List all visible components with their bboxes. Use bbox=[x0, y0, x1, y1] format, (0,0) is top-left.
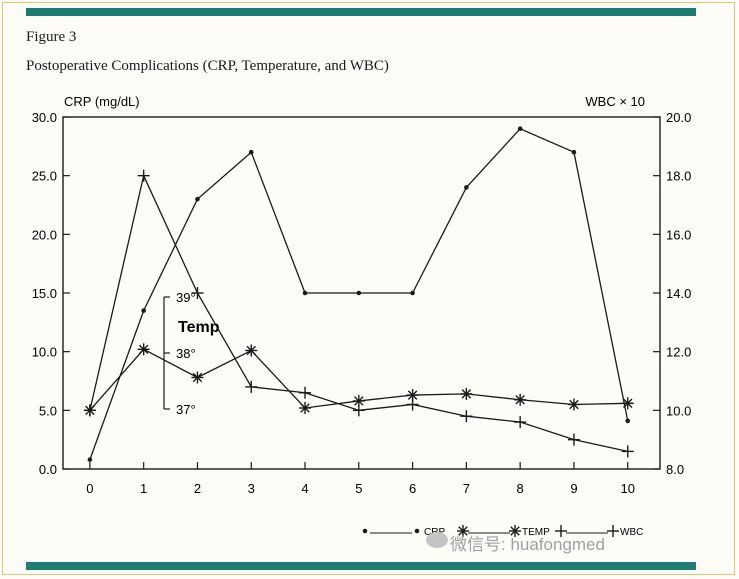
temp-point bbox=[460, 387, 473, 400]
y-tick-label: 20.0 bbox=[32, 227, 57, 242]
x-tick-label: 1 bbox=[140, 481, 147, 496]
temp-point bbox=[137, 343, 150, 356]
asterisk-arm bbox=[461, 389, 472, 399]
temp-point bbox=[191, 371, 204, 384]
legend-temp-label: TEMP bbox=[522, 527, 550, 538]
wbc-point bbox=[621, 445, 634, 458]
figure-title: Postoperative Complications (CRP, Temper… bbox=[26, 58, 389, 74]
x-tick-label: 0 bbox=[86, 481, 93, 496]
legend-wbc-marker-a bbox=[555, 525, 567, 537]
y2-axis-label: WBC × 10 bbox=[585, 94, 645, 109]
temp-axis-label: Temp bbox=[178, 319, 220, 336]
temp-tick-label: 38° bbox=[176, 346, 196, 361]
y-tick-label: 10.0 bbox=[32, 345, 57, 360]
asterisk-arm bbox=[354, 396, 364, 406]
legend-wbc-label: WBC bbox=[620, 527, 643, 538]
crp-point bbox=[625, 418, 631, 424]
y2-tick-label: 14.0 bbox=[666, 286, 691, 301]
crp-point bbox=[571, 149, 577, 155]
legend-wbc-marker-b bbox=[607, 525, 619, 537]
asterisk-arm bbox=[407, 390, 418, 400]
temp-point bbox=[352, 394, 365, 407]
wbc-point bbox=[191, 287, 204, 299]
crp-point bbox=[356, 290, 362, 296]
x-tick-label: 4 bbox=[301, 481, 308, 496]
legend-crp-marker-b bbox=[414, 528, 420, 534]
asterisk-arm bbox=[138, 344, 149, 355]
asterisk-arm bbox=[569, 399, 579, 410]
crp-point bbox=[464, 185, 469, 190]
series-wbc bbox=[83, 169, 634, 458]
y2-tick-label: 18.0 bbox=[666, 169, 691, 184]
crp-point bbox=[410, 290, 415, 296]
temp-point bbox=[514, 393, 527, 406]
x-tick-label: 3 bbox=[248, 481, 255, 496]
x-tick-label: 6 bbox=[409, 481, 416, 496]
crp-point bbox=[141, 308, 146, 313]
asterisk-arm bbox=[458, 526, 468, 536]
temp-point bbox=[567, 398, 580, 411]
temp-point bbox=[621, 397, 634, 410]
temp-point bbox=[299, 401, 312, 414]
x-tick-label: 8 bbox=[517, 481, 524, 496]
x-tick-label: 9 bbox=[570, 481, 577, 496]
temp-tick-label: 39° bbox=[176, 290, 196, 305]
asterisk-arm bbox=[192, 372, 203, 383]
y2-tick-label: 8.0 bbox=[666, 462, 684, 477]
wechat-icon bbox=[426, 532, 448, 548]
wbc-point bbox=[406, 398, 419, 411]
temp-tick-label: 37° bbox=[176, 402, 196, 417]
asterisk-arm bbox=[300, 403, 310, 413]
figure-label: Figure 3 bbox=[26, 29, 77, 45]
asterisk-arm bbox=[515, 395, 525, 405]
y-tick-label: 0.0 bbox=[39, 462, 57, 477]
y-tick-label: 30.0 bbox=[32, 110, 57, 125]
bottom-band bbox=[26, 562, 696, 570]
asterisk-arm bbox=[246, 345, 256, 356]
crp-point bbox=[302, 290, 308, 296]
x-tick-label: 10 bbox=[620, 481, 634, 496]
y2-tick-label: 20.0 bbox=[666, 110, 691, 125]
wbc-point bbox=[567, 433, 580, 446]
legend-temp-marker-a bbox=[457, 525, 469, 537]
x-tick-label: 7 bbox=[463, 481, 470, 496]
crp-point bbox=[248, 149, 254, 155]
wbc-point bbox=[137, 169, 150, 182]
legend-temp-marker-b bbox=[509, 525, 521, 537]
asterisk-arm bbox=[622, 398, 633, 409]
y2-tick-label: 12.0 bbox=[666, 345, 691, 360]
x-tick-label: 2 bbox=[194, 481, 201, 496]
y2-tick-label: 10.0 bbox=[666, 403, 691, 418]
watermark: 微信号: huafongmed bbox=[450, 535, 605, 554]
wbc-point bbox=[352, 404, 365, 417]
wbc-point bbox=[514, 416, 527, 429]
y-tick-label: 15.0 bbox=[32, 286, 57, 301]
crp-point bbox=[195, 196, 200, 202]
wbc-point bbox=[245, 380, 258, 393]
y-tick-label: 5.0 bbox=[39, 403, 57, 418]
x-tick-label: 5 bbox=[355, 481, 362, 496]
y2-tick-label: 16.0 bbox=[666, 227, 691, 242]
legend-temp: TEMP bbox=[457, 525, 550, 538]
legend-crp-marker-a bbox=[362, 528, 368, 534]
y-tick-label: 25.0 bbox=[32, 169, 57, 184]
crp-point bbox=[87, 457, 93, 462]
wbc-point bbox=[299, 386, 312, 399]
y-axis-label: CRP (mg/dL) bbox=[64, 94, 140, 109]
crp-point bbox=[517, 126, 523, 132]
top-band bbox=[26, 8, 696, 16]
legend-wbc: WBC bbox=[555, 525, 643, 538]
series-crp bbox=[87, 126, 631, 462]
wbc-point bbox=[83, 404, 96, 417]
temp-point bbox=[245, 344, 258, 357]
wbc-point bbox=[460, 410, 473, 423]
asterisk-arm bbox=[510, 526, 520, 536]
